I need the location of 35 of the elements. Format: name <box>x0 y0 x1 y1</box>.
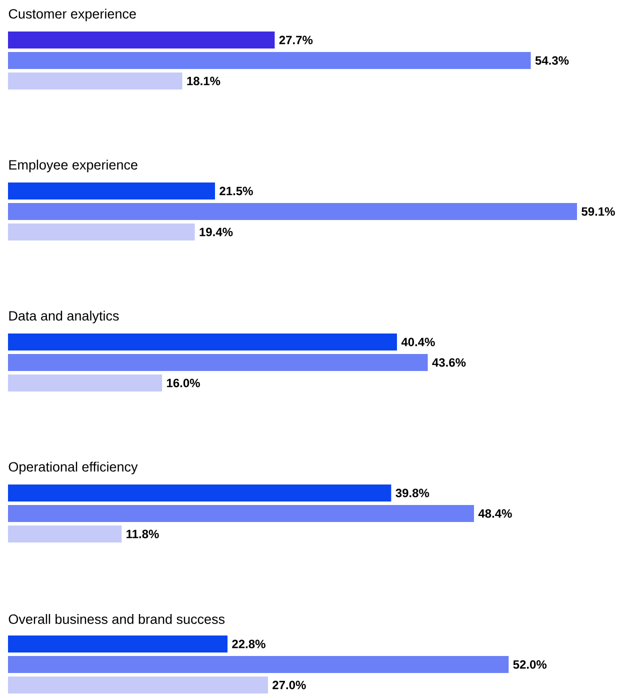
data-label: 39.8% <box>396 488 430 498</box>
data-label: 59.1% <box>582 207 615 216</box>
bar <box>8 224 195 240</box>
data-label: 22.8% <box>232 640 266 648</box>
bar <box>8 636 228 653</box>
y-tick-label: Employee experience <box>9 160 138 172</box>
y-tick-label: Data and analytics <box>9 310 119 324</box>
data-label: 27.7% <box>279 36 313 44</box>
data-label: 43.6% <box>432 358 466 367</box>
data-label: 18.1% <box>187 76 220 86</box>
bar <box>8 354 428 372</box>
bar <box>8 52 531 69</box>
y-tick-label: Overall business and brand success <box>8 614 225 624</box>
bar <box>8 526 122 543</box>
data-label: 52.0% <box>513 660 547 669</box>
data-label: 16.0% <box>167 378 200 388</box>
bar <box>8 676 268 694</box>
y-tick-label: Customer experience <box>8 8 136 22</box>
bar <box>8 182 215 200</box>
bar <box>8 505 474 522</box>
bar <box>8 203 577 220</box>
bar <box>8 334 397 350</box>
bar <box>8 656 509 674</box>
bar <box>8 32 275 48</box>
data-label: 21.5% <box>220 186 253 196</box>
bar <box>8 484 392 502</box>
data-label: 40.4% <box>401 338 435 346</box>
y-tick-label: Operational efficiency <box>8 462 138 474</box>
bar <box>8 374 162 392</box>
data-label: 27.0% <box>272 680 306 690</box>
data-label: 54.3% <box>535 56 569 65</box>
data-label: 11.8% <box>126 530 159 538</box>
bar <box>8 72 182 90</box>
data-label: 19.4% <box>200 228 233 236</box>
data-label: 48.4% <box>478 509 512 518</box>
